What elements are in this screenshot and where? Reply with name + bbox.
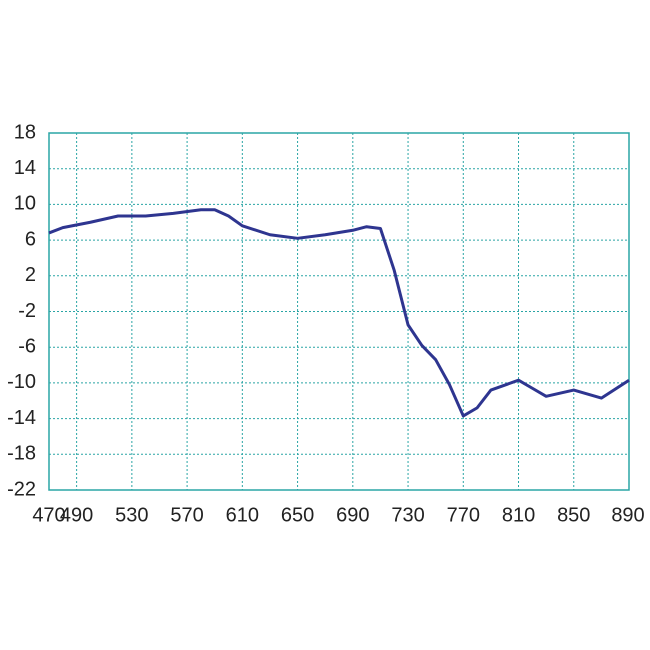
x-tick-label: 810 [502, 504, 535, 526]
plot-border [48, 132, 630, 491]
y-tick-label: -22 [7, 478, 36, 500]
data-line [48, 208, 630, 418]
x-tick-label: 850 [557, 504, 590, 526]
y-tick-label: -6 [18, 335, 36, 357]
y-tick-label: -18 [7, 443, 36, 465]
x-tick-label: 730 [391, 504, 424, 526]
x-tick-label: 490 [60, 504, 93, 526]
x-tick-label: 690 [336, 504, 369, 526]
y-tick-label: -10 [7, 371, 36, 393]
x-tick-label: 530 [115, 504, 148, 526]
y-tick-label: 2 [25, 264, 36, 286]
x-tick-label: 890 [611, 504, 644, 526]
x-tick-label: 650 [281, 504, 314, 526]
x-tick-label: 610 [226, 504, 259, 526]
y-tick-label: -2 [18, 300, 36, 322]
x-tick-label: 570 [170, 504, 203, 526]
x-tick-label: 770 [447, 504, 480, 526]
y-tick-label: 10 [14, 193, 36, 215]
y-tick-label: 14 [14, 157, 36, 179]
y-tick-label: 6 [25, 228, 36, 250]
y-tick-label: 18 [14, 121, 36, 143]
y-tick-label: -14 [7, 407, 36, 429]
x-tick-label: 470 [32, 504, 65, 526]
